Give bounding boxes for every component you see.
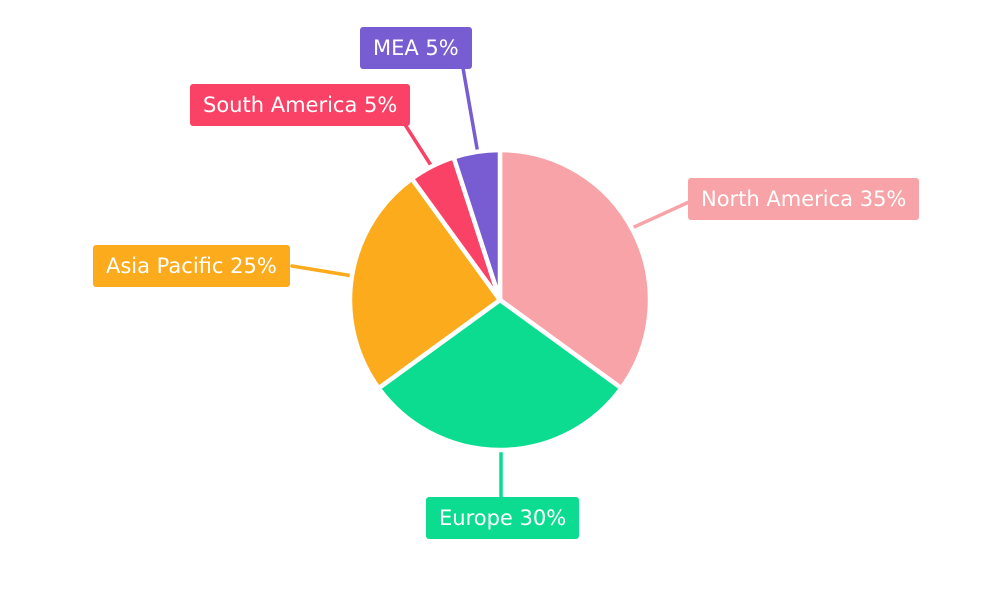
label-line-mea [461, 66, 480, 156]
pie-slice-mea[interactable] [451, 147, 503, 303]
label-line-north-america [630, 200, 691, 230]
slice-label-south-america[interactable]: South America 5% [190, 84, 411, 126]
slice-label-europe[interactable]: Europe 30% [426, 497, 580, 539]
slice-label-north-america[interactable]: North America 35% [688, 178, 920, 220]
pie-slice-asia-pacific[interactable] [347, 176, 503, 391]
pie-slices-group [347, 147, 653, 453]
slice-label-mea[interactable]: MEA 5% [360, 27, 472, 69]
label-line-asia-pacific [290, 264, 355, 278]
slice-label-asia-pacific[interactable]: Asia Pacific 25% [93, 245, 290, 287]
label-line-south-america [402, 121, 434, 169]
pie-slice-europe[interactable] [376, 297, 624, 453]
label-lines-group [290, 66, 691, 499]
pie-slice-north-america[interactable] [497, 147, 653, 391]
